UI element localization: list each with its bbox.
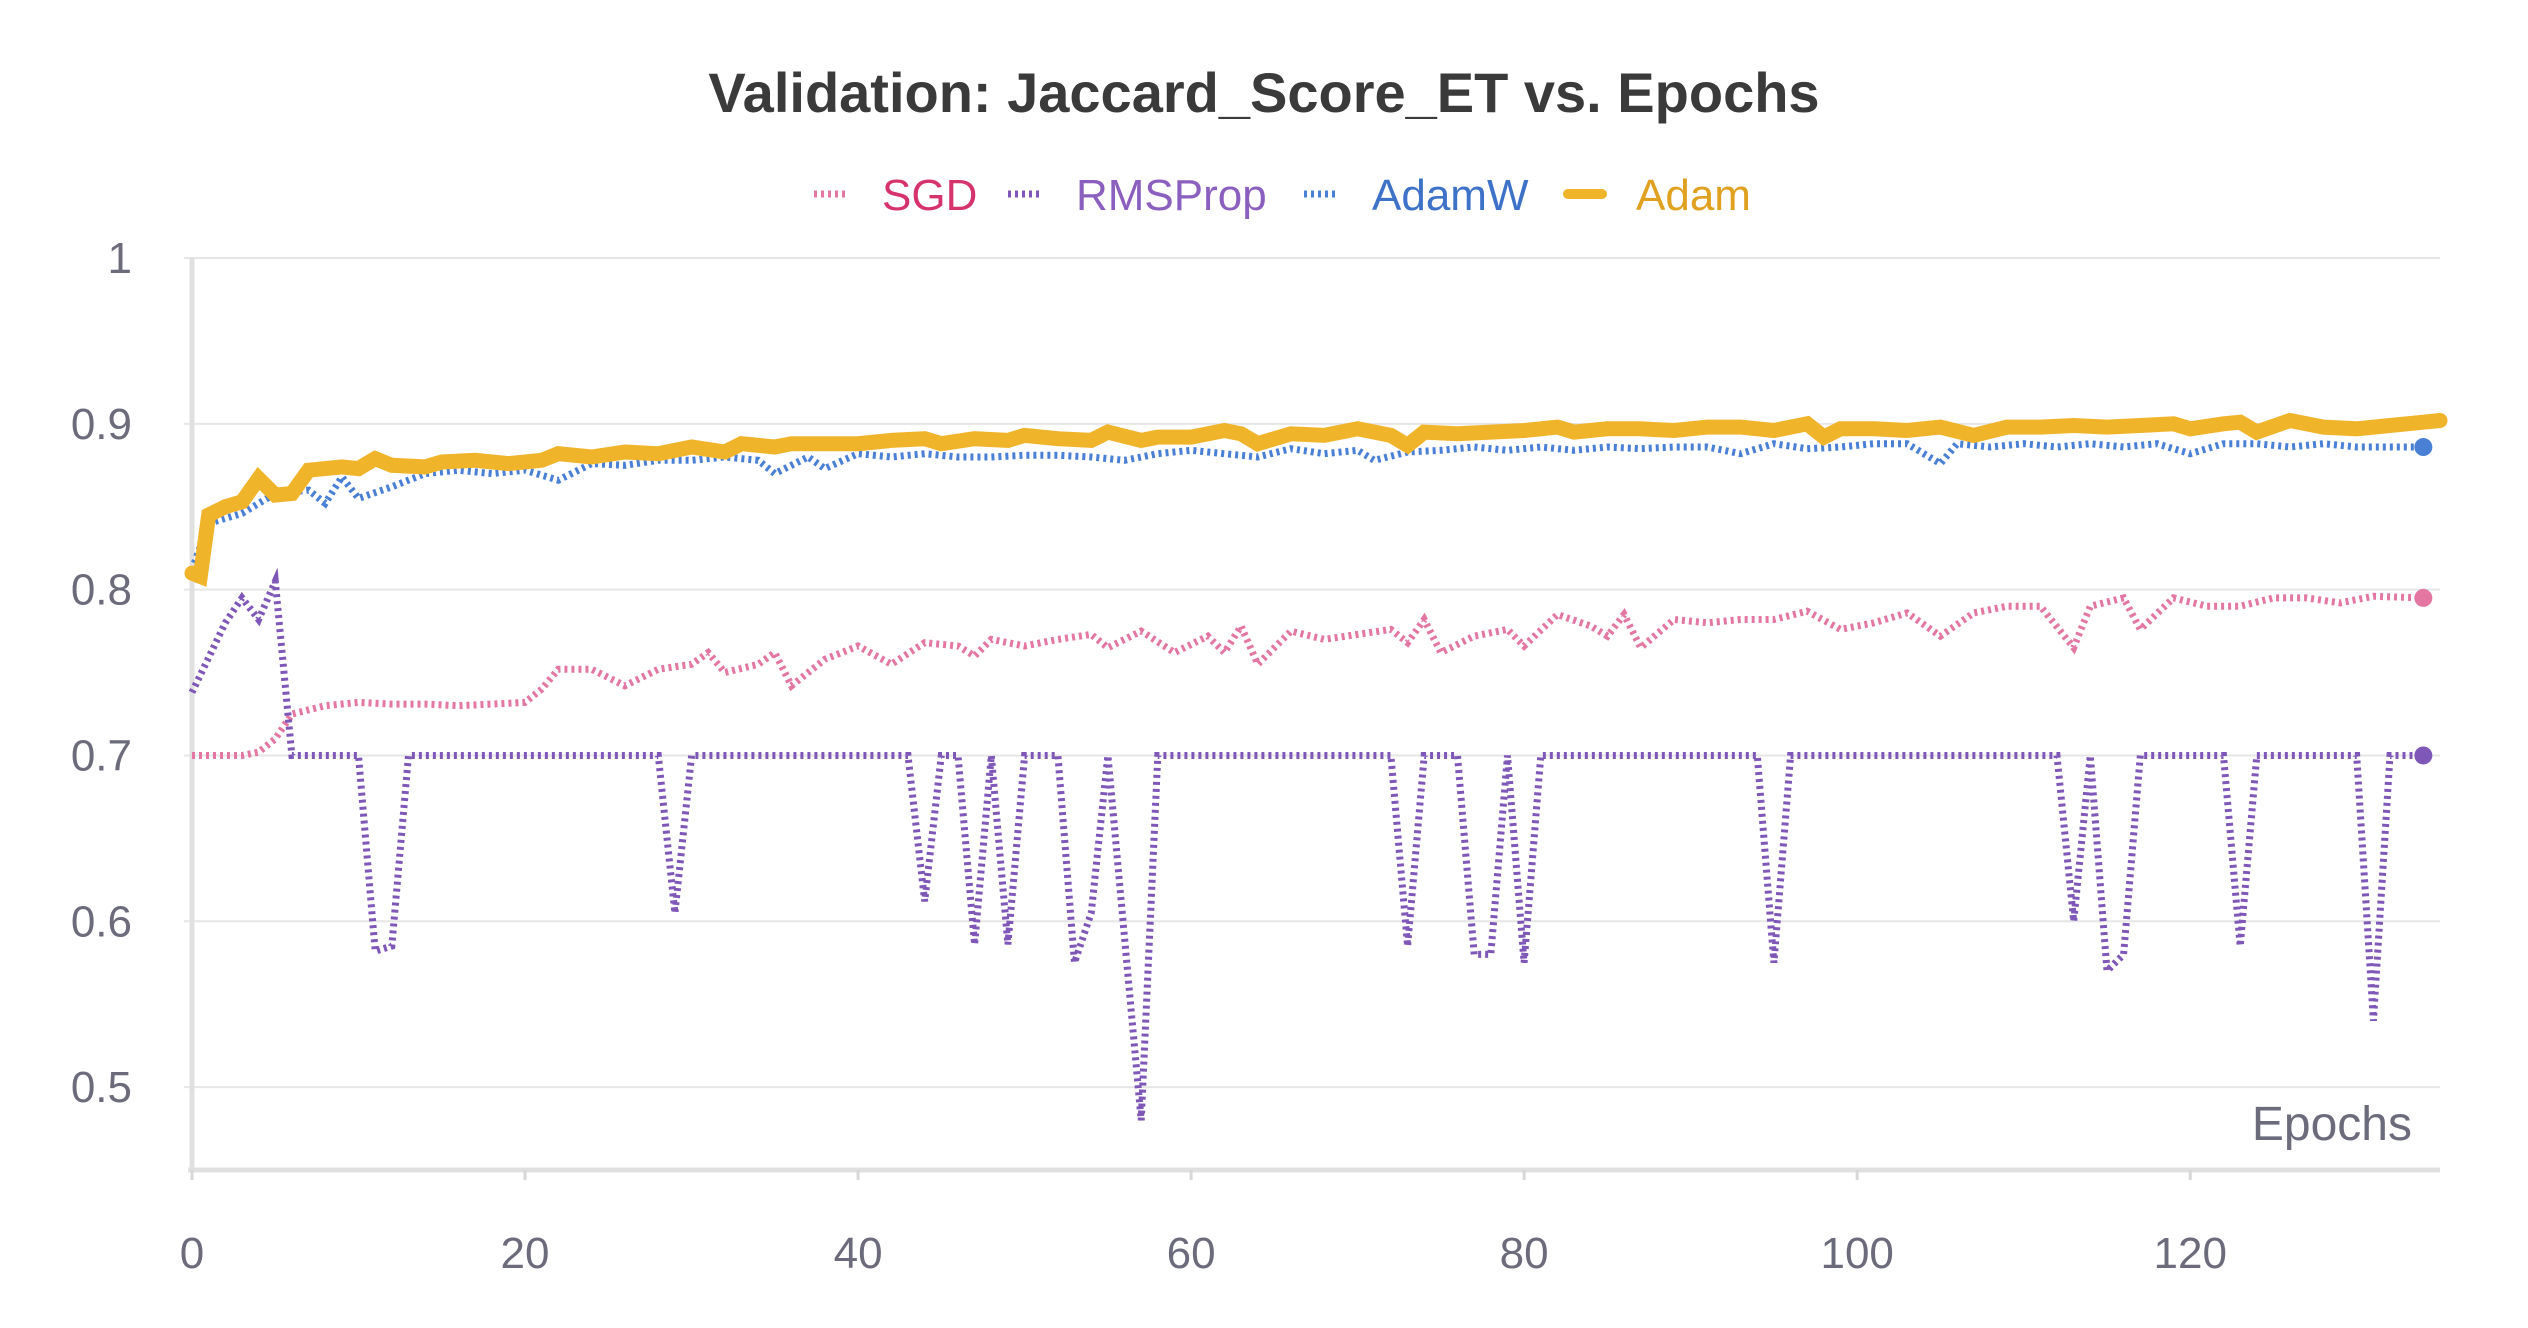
chart-title: Validation: Jaccard_Score_ET vs. Epochs (708, 61, 1819, 124)
legend-label: Adam (1636, 171, 1751, 220)
x-tick-label: 60 (1167, 1229, 1216, 1278)
x-tick-label: 20 (501, 1229, 550, 1278)
y-tick-label: 0.5 (71, 1063, 132, 1112)
legend-label: SGD (882, 171, 977, 220)
series-end-marker-adamw (2414, 438, 2433, 457)
y-tick-label: 0.9 (71, 400, 132, 449)
x-tick-label: 0 (180, 1229, 204, 1278)
legend-item-adam[interactable]: Adam (1563, 171, 1751, 220)
x-tick-label: 100 (1820, 1229, 1893, 1278)
series-line-adam (184, 412, 2448, 587)
legend-item-rmsprop[interactable]: RMSProp (1008, 171, 1267, 220)
grid (184, 257, 2440, 1089)
series-line-sgd (192, 592, 2424, 759)
x-axis-label: Epochs (2252, 1098, 2412, 1151)
legend-label: RMSProp (1076, 171, 1267, 220)
ticks: 0.5 0.6 0.7 0.8 0.9 1 0 20 40 60 80 100 120 (71, 234, 2227, 1278)
y-tick-label: 1 (108, 234, 132, 283)
axes (188, 258, 2440, 1173)
x-tick-label: 80 (1500, 1229, 1549, 1278)
x-tick-label: 40 (834, 1229, 883, 1278)
legend: SGD RMSProp AdamW Adam (814, 171, 1751, 220)
x-tick-label: 120 (2154, 1229, 2227, 1278)
legend-label: AdamW (1372, 171, 1529, 220)
y-tick-label: 0.6 (71, 897, 132, 946)
series-layer (184, 412, 2448, 1121)
legend-item-adamw[interactable]: AdamW (1304, 171, 1529, 220)
legend-item-sgd[interactable]: SGD (814, 171, 977, 220)
y-tick-label: 0.7 (71, 731, 132, 780)
series-end-marker-rmsprop (2414, 746, 2433, 765)
series-line-rmsprop (188, 567, 2424, 1121)
series-end-marker-sgd (2414, 588, 2433, 607)
y-tick-label: 0.8 (71, 566, 132, 615)
